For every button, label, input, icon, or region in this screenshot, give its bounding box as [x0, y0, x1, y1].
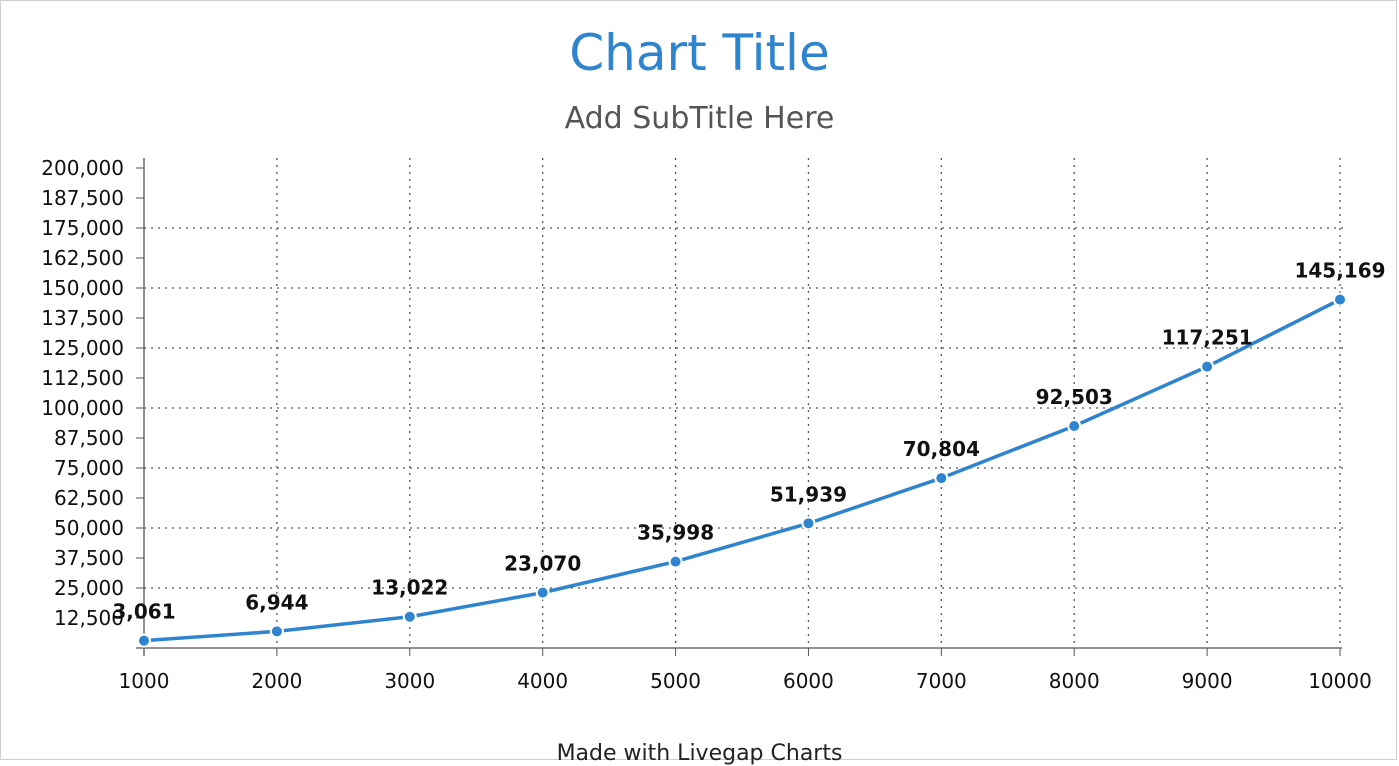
x-tick-label: 3000 [384, 669, 435, 693]
x-tick-label: 4000 [517, 669, 568, 693]
data-point [1067, 418, 1082, 433]
y-tick-label: 150,000 [41, 276, 124, 300]
data-point [269, 624, 284, 639]
x-tick-label: 8000 [1049, 669, 1100, 693]
y-tick-label: 162,500 [41, 246, 124, 270]
x-tick-label: 7000 [916, 669, 967, 693]
series-layer [137, 292, 1347, 648]
data-point [402, 609, 417, 624]
y-tick-label: 62,500 [54, 486, 124, 510]
x-tick-label: 2000 [251, 669, 302, 693]
data-point [668, 554, 683, 569]
data-point [1200, 359, 1215, 374]
series-line [143, 298, 1341, 643]
data-point [801, 516, 816, 531]
data-point [137, 633, 151, 648]
y-tick-label: 75,000 [54, 456, 124, 480]
data-point [934, 471, 949, 486]
chart-footer: Made with Livegap Charts [556, 741, 843, 766]
x-tick-label: 5000 [650, 669, 701, 693]
x-tick-label: 6000 [783, 669, 834, 693]
y-tick-label: 25,000 [54, 576, 124, 600]
y-tick-label: 50,000 [54, 516, 124, 540]
axis-layer: 12,500 25,000 37,500 50,000 62,500 75,000 87,5… [41, 156, 1372, 693]
y-tick-label: 200,000 [41, 156, 124, 180]
data-label: 70,804 [903, 437, 980, 461]
data-label: 13,022 [371, 576, 448, 600]
y-tick-label: 187,500 [41, 186, 124, 210]
data-label: 6,944 [245, 590, 308, 614]
data-label: 3,061 [112, 600, 175, 624]
y-tick-label: 37,500 [54, 546, 124, 570]
chart-title: Chart Title [569, 24, 830, 82]
data-label: 35,998 [637, 521, 714, 545]
y-tick-label: 87,500 [54, 426, 124, 450]
data-point [535, 585, 550, 600]
data-label: 92,503 [1036, 385, 1113, 409]
y-tick-label: 112,500 [41, 366, 124, 390]
x-tick-label: 10000 [1308, 669, 1372, 693]
x-tick-label: 1000 [119, 669, 170, 693]
data-label: 23,070 [504, 552, 581, 576]
label-layer: 3,061 6,944 13,022 23,070 35,998 51,939 70,804… [112, 259, 1385, 624]
grid-layer [144, 158, 1346, 648]
chart-subtitle: Add SubTitle Here [564, 101, 835, 136]
y-tick-label: 12,500 [54, 606, 124, 630]
data-label: 117,251 [1162, 326, 1253, 350]
data-point [1333, 292, 1347, 307]
x-tick-label: 9000 [1182, 669, 1233, 693]
y-tick-label: 175,000 [41, 216, 124, 240]
data-label: 145,169 [1294, 259, 1385, 283]
data-label: 51,939 [770, 482, 847, 506]
y-tick-label: 137,500 [41, 306, 124, 330]
y-tick-label: 100,000 [41, 396, 124, 420]
y-tick-label: 125,000 [41, 336, 124, 360]
